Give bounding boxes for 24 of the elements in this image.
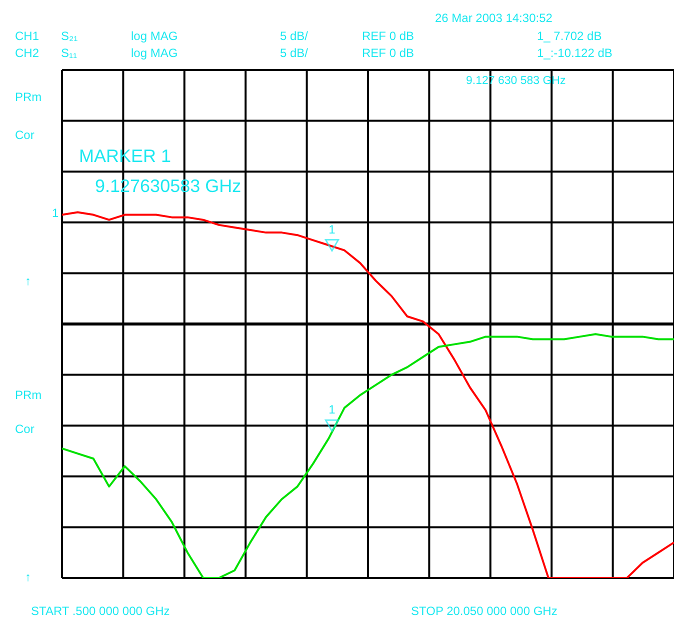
annotation: 1 [328,222,336,236]
text: REF 0 dB [362,29,414,43]
text: Cor [15,128,34,142]
text: CH2 [15,46,40,60]
text: PRm [15,90,42,104]
text: log MAG [131,46,178,60]
annotation: 1 [328,402,336,417]
text: 5 dB/ [280,46,309,60]
text: REF 0 dB [362,46,414,60]
text: S₁₁ [61,46,78,60]
text: PRm [15,388,42,402]
text: ↑ [25,570,31,584]
text: ↑ [25,274,31,288]
text: STOP 20.050 000 000 GHz [411,604,558,617]
text: 26 Mar 2003 14:30:52 [435,11,553,25]
text: Cor [15,422,34,436]
text: S₂₁ [61,29,78,43]
text: 5 dB/ [280,29,309,43]
text: CH1 [15,29,40,43]
text: START .500 000 000 GHz [31,604,170,617]
text: 1_ 7.702 dB [537,29,602,43]
text: log MAG [131,29,178,43]
text: 1 [52,206,59,220]
text: 1_:-10.122 dB [537,46,612,60]
